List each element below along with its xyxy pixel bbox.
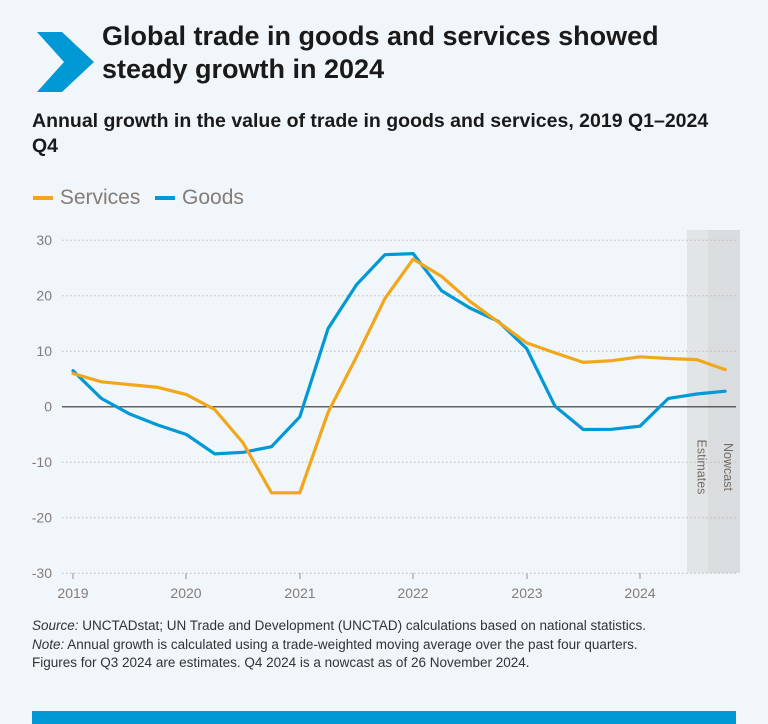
svg-text:2019: 2019 [57,585,88,601]
svg-text:2024: 2024 [624,585,655,601]
svg-text:-10: -10 [32,454,52,470]
svg-text:2023: 2023 [511,585,542,601]
svg-text:2022: 2022 [397,585,428,601]
svg-text:10: 10 [36,343,52,359]
svg-text:Nowcast: Nowcast [721,443,735,491]
svg-text:20: 20 [36,288,52,304]
svg-text:-20: -20 [32,510,52,526]
svg-text:2020: 2020 [170,585,201,601]
svg-text:Estimates: Estimates [695,440,709,495]
svg-text:30: 30 [36,232,52,248]
svg-text:-30: -30 [32,565,52,581]
svg-text:2021: 2021 [284,585,315,601]
svg-text:0: 0 [44,399,52,415]
